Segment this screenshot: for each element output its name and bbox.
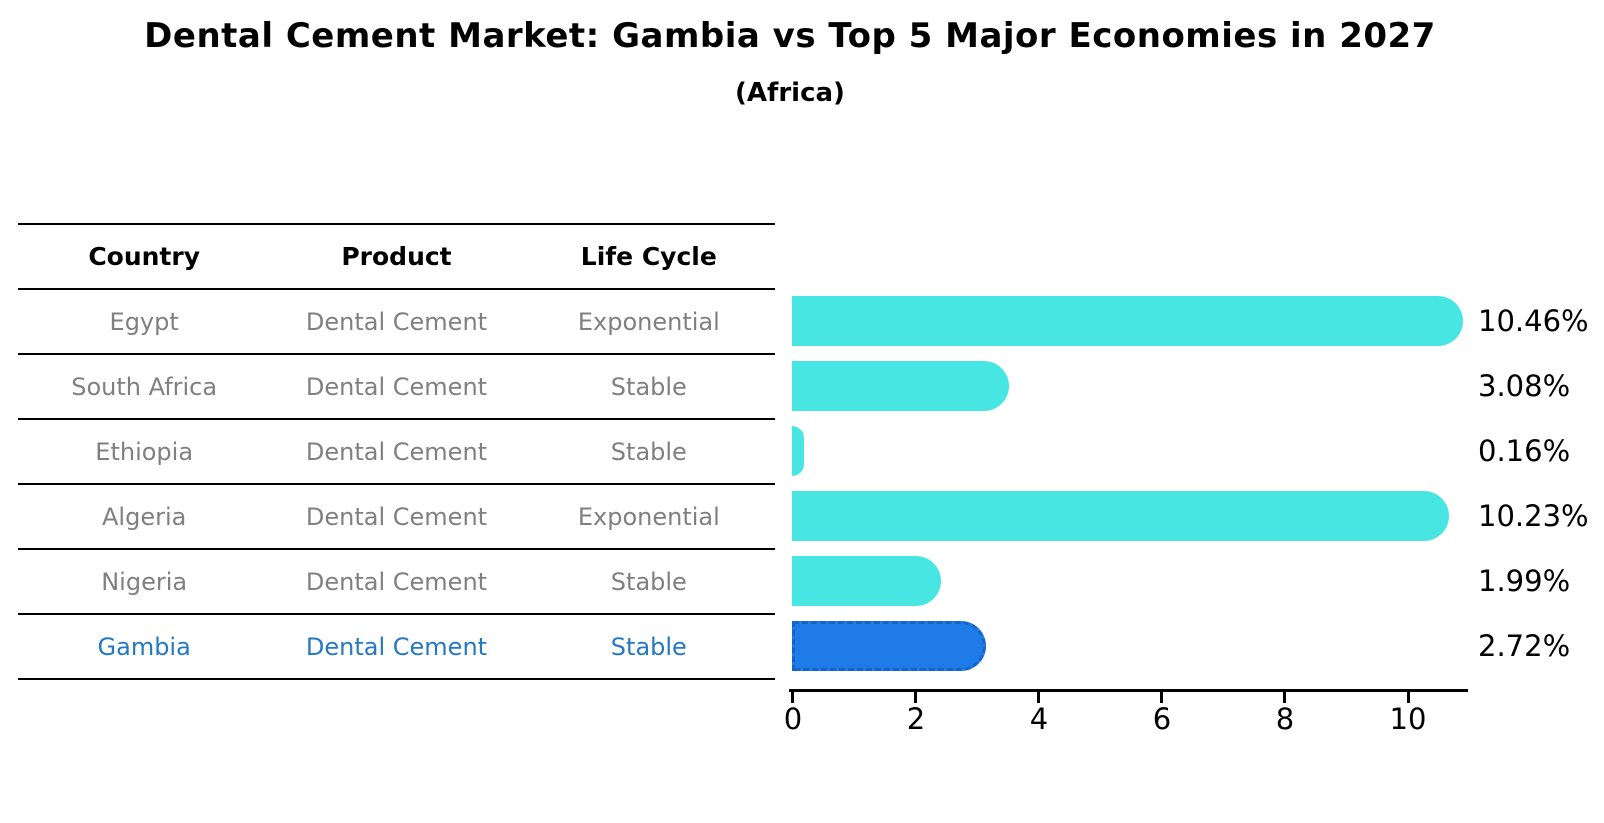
table-row-egypt: Egypt Dental Cement Exponential	[18, 288, 775, 353]
x-axis-tick-label: 10	[1389, 702, 1427, 736]
cell-product: Dental Cement	[305, 567, 488, 596]
cell-product: Dental Cement	[305, 632, 488, 661]
cell-life-cycle: Stable	[610, 437, 687, 466]
cell-life-cycle: Stable	[610, 372, 687, 401]
x-axis-line	[789, 689, 1468, 692]
country-table: Country Product Life Cycle Egypt Dental …	[18, 223, 775, 680]
cell-life-cycle: Exponential	[577, 307, 720, 336]
cell-life-cycle: Stable	[610, 567, 687, 596]
col-header-life-cycle: Life Cycle	[580, 242, 717, 271]
bar-value-label: 3.08%	[1478, 369, 1571, 403]
table-row-gambia: Gambia Dental Cement Stable	[18, 613, 775, 678]
chart-title: Dental Cement Market: Gambia vs Top 5 Ma…	[144, 16, 1436, 56]
cell-product: Dental Cement	[305, 502, 488, 531]
bar-ethiopia	[792, 426, 804, 476]
cell-country: Egypt	[109, 307, 179, 336]
bar-nigeria	[792, 556, 941, 606]
bar-gambia	[792, 621, 986, 671]
bar-value-label: 0.16%	[1478, 434, 1571, 468]
cell-country: Gambia	[97, 632, 191, 661]
cell-country: Nigeria	[101, 567, 188, 596]
table-header-row: Country Product Life Cycle	[18, 223, 775, 288]
cell-life-cycle: Exponential	[577, 502, 720, 531]
table-row-algeria: Algeria Dental Cement Exponential	[18, 483, 775, 548]
cell-country: Algeria	[102, 502, 187, 531]
cell-product: Dental Cement	[305, 307, 488, 336]
bar-value-label: 10.46%	[1478, 304, 1589, 338]
cell-life-cycle: Stable	[610, 632, 687, 661]
bar-value-label: 1.99%	[1478, 564, 1571, 598]
bar-value-label: 2.72%	[1478, 629, 1571, 663]
cell-product: Dental Cement	[305, 437, 488, 466]
bar-algeria	[792, 491, 1449, 541]
x-axis-tick-label: 2	[906, 702, 926, 736]
bar-value-label: 10.23%	[1478, 499, 1589, 533]
x-axis-tick-label: 8	[1275, 702, 1295, 736]
table-row-nigeria: Nigeria Dental Cement Stable	[18, 548, 775, 613]
x-axis-tick	[1037, 692, 1040, 703]
bar-egypt	[792, 296, 1463, 346]
table-row-ethiopia: Ethiopia Dental Cement Stable	[18, 418, 775, 483]
cell-country: South Africa	[71, 372, 218, 401]
x-axis-tick	[914, 692, 917, 703]
table-row-south-africa: South Africa Dental Cement Stable	[18, 353, 775, 418]
col-header-country: Country	[88, 242, 201, 271]
col-header-product: Product	[341, 242, 452, 271]
x-axis-tick	[1283, 692, 1286, 703]
cell-country: Ethiopia	[95, 437, 194, 466]
bar-south-africa	[792, 361, 1009, 411]
x-axis-tick-label: 0	[783, 702, 803, 736]
x-axis-tick-label: 4	[1029, 702, 1049, 736]
x-axis-tick	[1160, 692, 1163, 703]
x-axis-tick	[1407, 692, 1410, 703]
x-axis-tick-label: 6	[1152, 702, 1172, 736]
chart-subtitle: (Africa)	[735, 78, 845, 108]
x-axis-tick	[791, 692, 794, 703]
cell-product: Dental Cement	[305, 372, 488, 401]
